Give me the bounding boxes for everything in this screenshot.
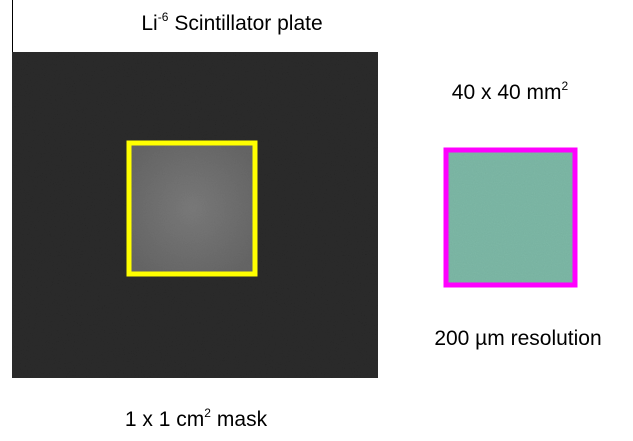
label-superscript: 2 bbox=[204, 406, 211, 420]
resolution-label: 200 µm resolution bbox=[434, 327, 601, 350]
mask-label: 1 x 1 cm2 mask bbox=[125, 406, 268, 431]
label-text: Scintillator plate bbox=[174, 12, 322, 35]
label-superscript: -6 bbox=[158, 10, 169, 24]
label-text: 40 x 40 mm bbox=[452, 81, 562, 104]
label-text: 1 x 1 cm bbox=[125, 408, 204, 431]
plate-label: Li-6 Scintillator plate bbox=[141, 10, 322, 35]
label-superscript: 2 bbox=[562, 79, 569, 93]
figure: Li-6Scintillator plate 40 x 40 mm2 200 µ… bbox=[0, 0, 633, 441]
mask-region bbox=[129, 143, 255, 274]
page: {"labels": { "plate": {"text": "Li", "su… bbox=[0, 0, 633, 441]
plate-sample bbox=[446, 150, 575, 285]
label-text: Li bbox=[141, 12, 157, 35]
area-label: 40 x 40 mm2 bbox=[452, 79, 569, 104]
label-text: mask bbox=[217, 408, 268, 431]
